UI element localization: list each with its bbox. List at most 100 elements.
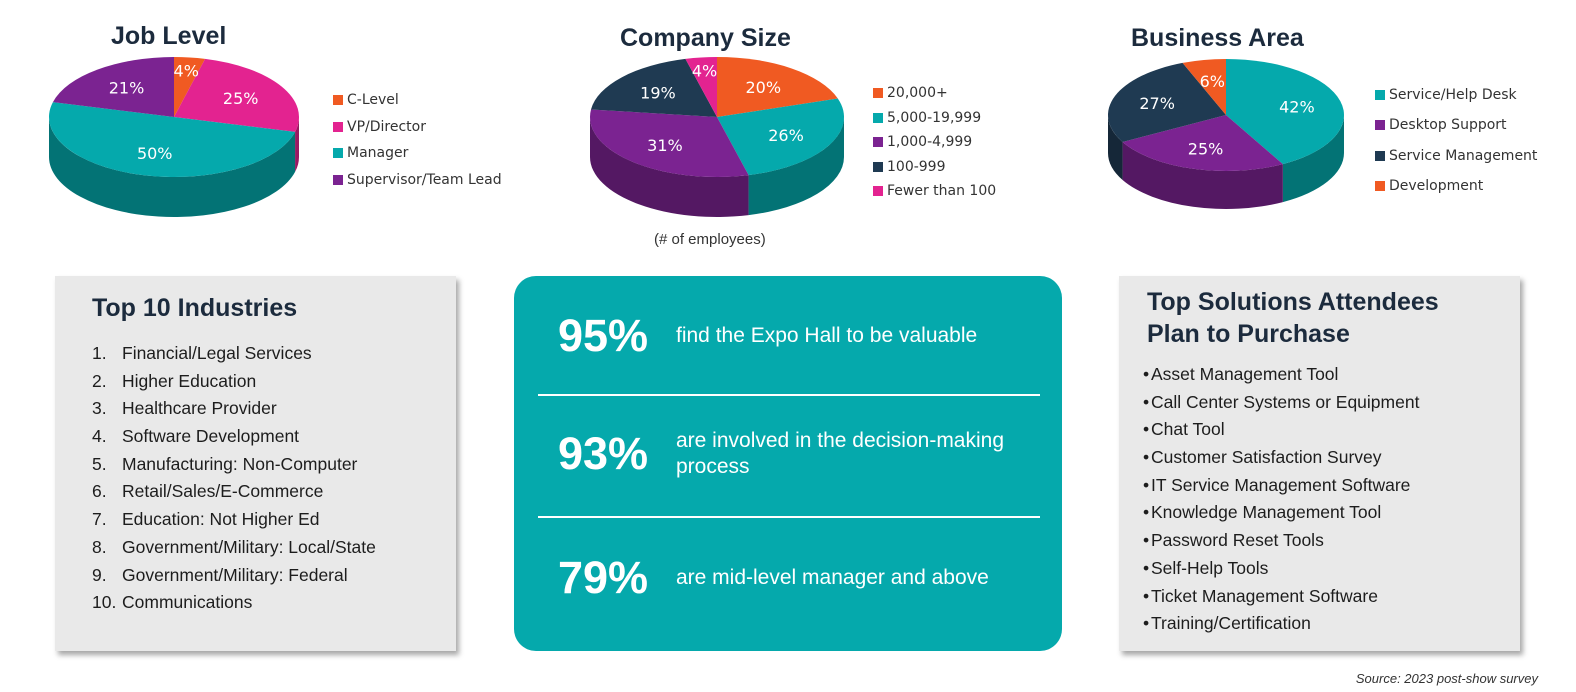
legend-item: Service Management <box>1375 141 1537 171</box>
legend-swatch <box>333 148 343 159</box>
legend-swatch <box>873 161 883 172</box>
solution-item: • Ticket Management Software <box>1119 583 1419 611</box>
pie-slice-Supervisor/Team Lead <box>52 57 174 117</box>
bullet-icon: • <box>1143 585 1150 606</box>
industry-number: 4. <box>92 426 107 447</box>
industry-label: Government/Military: Local/State <box>122 536 376 557</box>
solution-item: • Customer Satisfaction Survey <box>1119 444 1419 472</box>
legend-label: Development <box>1389 178 1484 195</box>
industry-item: 1. Financial/Legal Services <box>92 340 376 368</box>
solution-item: • Knowledge Management Tool <box>1119 499 1419 527</box>
legend-item: Desktop Support <box>1375 110 1537 140</box>
solution-label: Asset Management Tool <box>1151 364 1339 384</box>
legend-swatch <box>873 137 883 148</box>
solution-item: • Asset Management Tool <box>1119 361 1419 389</box>
legend-item: Manager <box>333 140 502 167</box>
bullet-icon: • <box>1143 474 1150 495</box>
stat-row: 93% are involved in the decision-making … <box>514 424 1062 484</box>
industry-item: 2. Higher Education <box>92 368 376 396</box>
industry-label: Healthcare Provider <box>122 398 277 419</box>
pie-slice-Service/Help Desk <box>1226 59 1344 165</box>
source-note: Source: 2023 post-show survey <box>1355 671 1538 686</box>
legend-swatch <box>1375 181 1385 192</box>
company-size-subtitle: (# of employees) <box>654 231 766 248</box>
pie-data-label: 4% <box>174 62 199 81</box>
pie-data-label: 4% <box>692 62 717 81</box>
divider <box>538 516 1040 518</box>
stat-value: 79% <box>558 552 649 603</box>
legend-label: 20,000+ <box>887 85 948 101</box>
legend-swatch <box>1375 150 1385 161</box>
legend-item: Supervisor/Team Lead <box>333 167 502 194</box>
pie-side-VP/Director <box>295 117 299 172</box>
industry-number: 6. <box>92 481 107 502</box>
pie-data-label: 50% <box>137 144 173 163</box>
pie-data-label: 42% <box>1279 97 1315 116</box>
bullet-icon: • <box>1143 391 1150 412</box>
industry-number: 7. <box>92 509 107 530</box>
bullet-icon: • <box>1143 557 1150 578</box>
industry-label: Software Development <box>122 426 300 447</box>
industry-number: 9. <box>92 564 107 585</box>
legend-label: Desktop Support <box>1389 117 1507 134</box>
legend-item: 20,000+ <box>873 81 996 106</box>
legend-label: C-Level <box>347 92 399 109</box>
industry-item: 9. Government/Military: Federal <box>92 562 376 590</box>
solution-item: • Password Reset Tools <box>1119 527 1419 555</box>
solutions-list: • Asset Management Tool • Call Center Syste… <box>1119 361 1419 638</box>
industry-item: 4. Software Development <box>92 423 376 451</box>
pie-data-label: 19% <box>640 83 676 102</box>
solution-label: Call Center Systems or Equipment <box>1151 391 1420 412</box>
industry-number: 1. <box>92 343 107 363</box>
solution-label: Chat Tool <box>1151 419 1225 440</box>
industry-item: 6. Retail/Sales/E-Commerce <box>92 478 376 506</box>
job-level-title: Job Level <box>111 22 227 50</box>
legend-swatch <box>873 88 883 99</box>
legend-swatch <box>873 112 883 123</box>
solution-item: • Chat Tool <box>1119 416 1419 444</box>
business-area-title: Business Area <box>1131 24 1304 52</box>
company-size-pie: 20% 26% 31% 19% 4% <box>590 57 844 217</box>
pie-slice-Development <box>1182 59 1226 115</box>
pie-data-label: 31% <box>647 136 683 155</box>
stats-panel: 95% find the Expo Hall to be valuable 93… <box>514 276 1062 651</box>
pie-data-label: 27% <box>1139 94 1175 113</box>
divider <box>538 394 1040 396</box>
business-area-pie: 42% 25% 27% 6% <box>1108 59 1344 210</box>
pie-slice-20,000+ <box>717 57 838 117</box>
industry-number: 10. <box>92 592 117 613</box>
company-size-title: Company Size <box>620 24 791 52</box>
solution-item: • Self-Help Tools <box>1119 555 1419 583</box>
solution-label: Training/Certification <box>1151 613 1311 634</box>
pie-side-Service Management <box>1108 115 1123 180</box>
solution-item: • Training/Certification <box>1119 610 1419 638</box>
solutions-panel: Top Solutions Attendees Plan to Purchase… <box>1119 276 1520 651</box>
bullet-icon: • <box>1143 419 1150 440</box>
solutions-title-line1: Top Solutions Attendees <box>1147 288 1439 316</box>
legend-label: Service/Help Desk <box>1389 87 1517 104</box>
industry-item: 3. Healthcare Provider <box>92 395 376 423</box>
pie-side-Desktop Support <box>1122 141 1283 210</box>
pie-data-label: 20% <box>746 78 782 97</box>
job-level-legend: C-Level VP/Director Manager Supervisor/Team… <box>333 87 502 193</box>
solution-item: • IT Service Management Software <box>1119 472 1419 500</box>
industries-title: Top 10 Industries <box>92 294 298 322</box>
job-level-pie: 4% 25% 50% 21% <box>48 57 299 218</box>
bullet-icon: • <box>1143 502 1150 523</box>
legend-item: Fewer than 100 <box>873 179 996 204</box>
bullet-icon: • <box>1143 530 1150 551</box>
legend-item: VP/Director <box>333 114 502 141</box>
solution-label: Ticket Management Software <box>1151 585 1378 606</box>
company-size-legend: 20,000+ 5,000-19,999 1,000-4,999 100-999 Few… <box>873 81 996 204</box>
legend-label: VP/Director <box>347 118 426 135</box>
industry-label: Financial/Legal Services <box>122 343 312 363</box>
stat-text: are involved in the decision-making proc… <box>676 429 1005 478</box>
legend-swatch <box>333 121 343 132</box>
pie-data-label: 25% <box>223 89 259 108</box>
industry-item: 8. Government/Military: Local/State <box>92 534 376 562</box>
solution-label: Customer Satisfaction Survey <box>1151 447 1382 468</box>
industry-label: Retail/Sales/E-Commerce <box>122 481 324 502</box>
solution-label: IT Service Management Software <box>1151 474 1411 495</box>
stat-row: 79% are mid-level manager and above <box>514 548 1062 608</box>
legend-swatch <box>333 174 343 185</box>
